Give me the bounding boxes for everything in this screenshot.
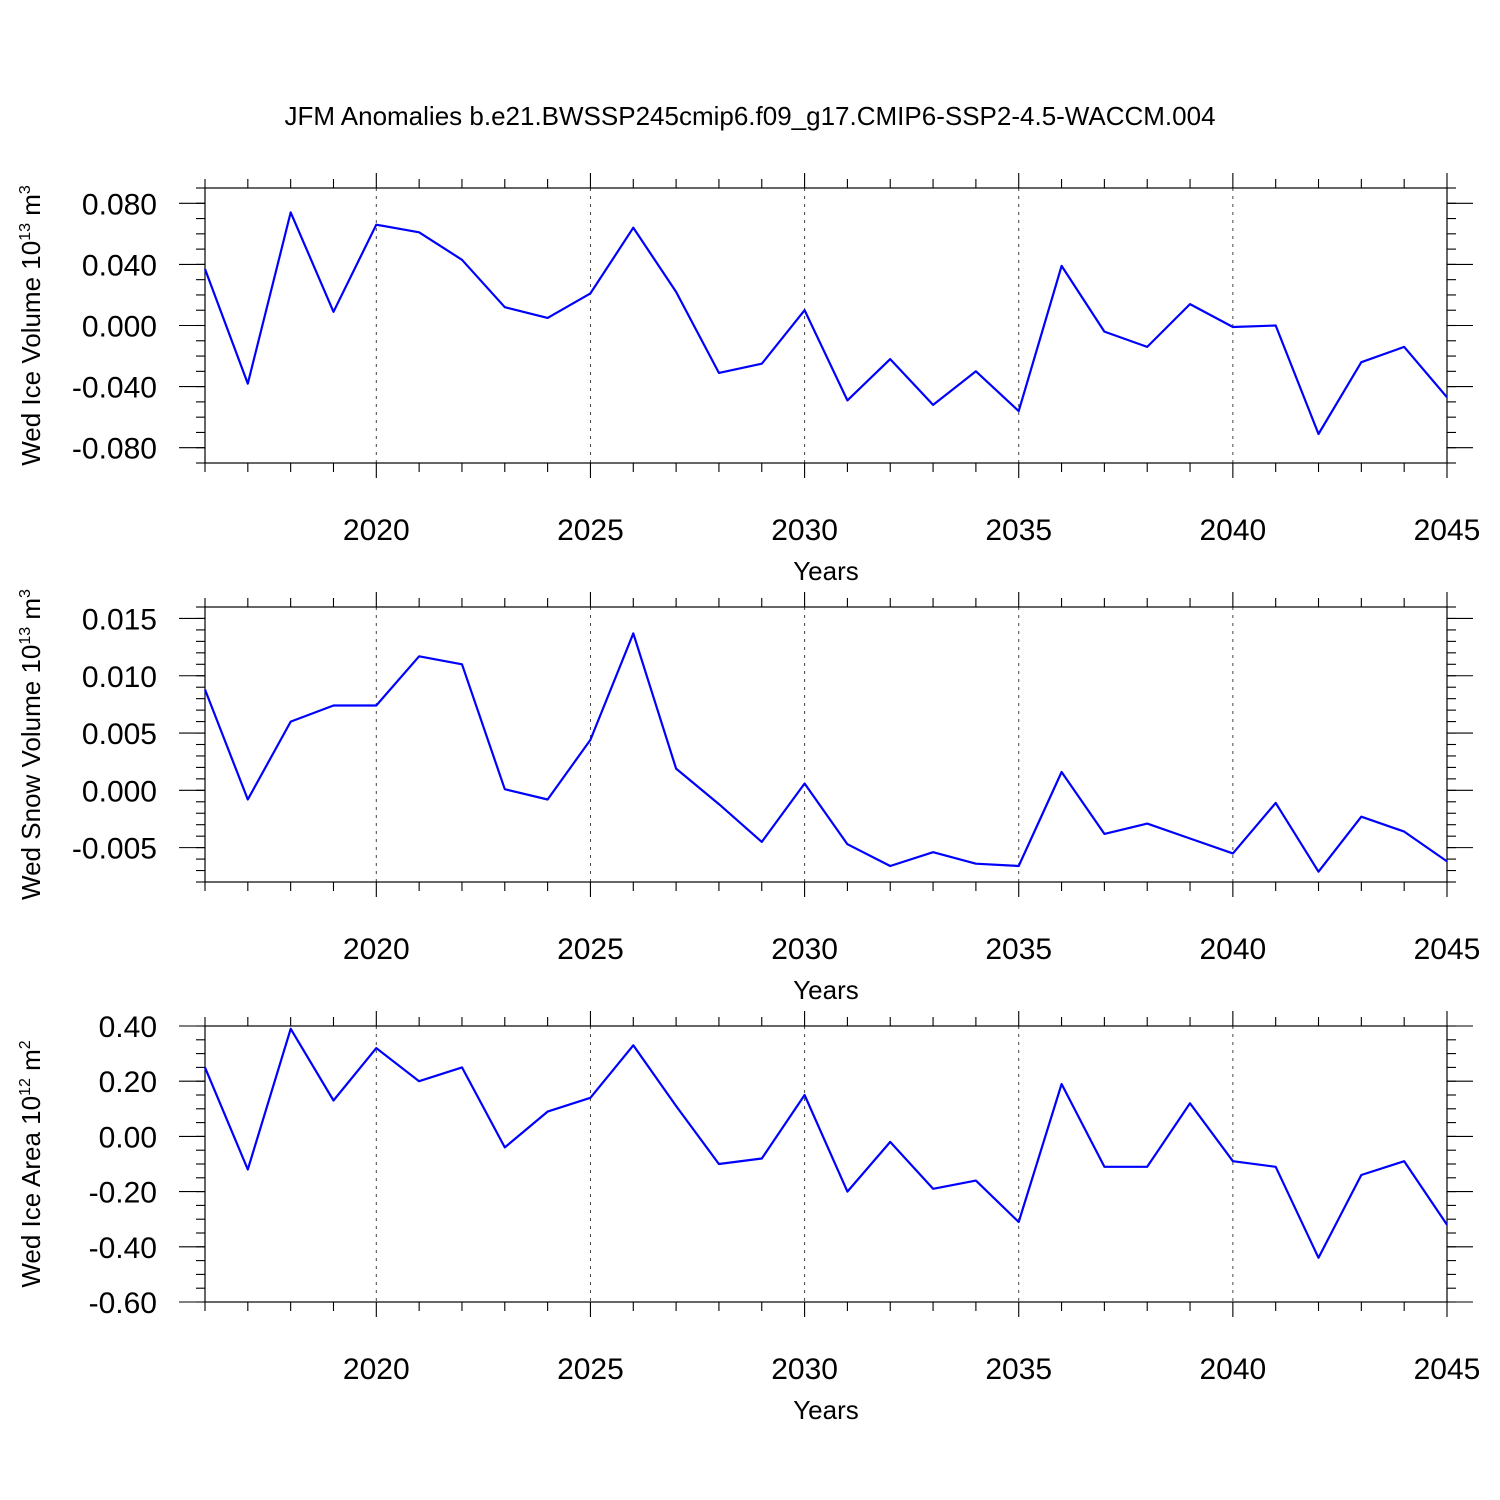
y-tick-label: 0.20	[99, 1066, 157, 1099]
y-axis-title-exponent: 13	[17, 223, 34, 241]
x-axis-title: Years	[793, 975, 859, 1005]
x-tick-label: 2045	[1414, 1353, 1481, 1386]
x-tick-label: 2035	[985, 933, 1052, 966]
x-tick-label: 2040	[1199, 1353, 1266, 1386]
y-axis-title-exponent: 12	[17, 1078, 34, 1096]
y-axis-title: Wed Snow Volume 1013 m3	[16, 589, 46, 900]
y-tick-label: 0.040	[82, 249, 157, 282]
y-tick-label: 0.010	[82, 661, 157, 694]
y-axis-title-text: Wed Ice Area 10	[16, 1096, 46, 1288]
x-tick-label: 2040	[1199, 933, 1266, 966]
panel-3: 0.40 0.20 0.00 -0.20 -0.40 -0.60 2020 2025 2030 2…	[16, 1011, 1480, 1425]
y-axis-title: Wed Ice Area 1012 m2	[16, 1040, 46, 1287]
x-tick-label: 2020	[343, 933, 410, 966]
y-axis-title-unit-exponent: 3	[17, 185, 34, 194]
plot-frame	[204, 606, 1448, 883]
y-tick-label: -0.080	[72, 433, 157, 466]
y-axis-title-text: Wed Ice Volume 10	[16, 241, 46, 466]
panel-2: 0.015 0.010 0.005 0.000 -0.005 2020 2025 2030 20…	[16, 589, 1480, 1005]
y-tick-label: 0.40	[99, 1011, 157, 1044]
y-tick-label: 0.080	[82, 188, 157, 221]
y-tick-label: -0.040	[72, 372, 157, 405]
x-tick-label: 2030	[771, 933, 838, 966]
y-axis-title-exponent: 13	[17, 627, 34, 645]
x-tick-label: 2020	[343, 1353, 410, 1386]
x-tick-label: 2045	[1414, 933, 1481, 966]
x-tick-label: 2030	[771, 1353, 838, 1386]
x-tick-label: 2035	[985, 514, 1052, 547]
panel-1: 0.080 0.040 0.000 -0.040 -0.080 2020 2025 2030 2…	[16, 173, 1480, 586]
y-axis-title-unit-exponent: 2	[17, 1040, 34, 1049]
x-tick-label: 2030	[771, 514, 838, 547]
y-axis-title-unit: m	[16, 1049, 46, 1078]
y-tick-label: -0.20	[89, 1177, 157, 1210]
x-tick-label: 2025	[557, 1353, 624, 1386]
panels: 0.080 0.040 0.000 -0.040 -0.080 2020 2025 2030 2…	[16, 173, 1480, 1425]
y-tick-label: 0.015	[82, 603, 157, 636]
x-axis-title: Years	[793, 1395, 859, 1425]
y-tick-label: -0.40	[89, 1232, 157, 1265]
y-tick-label: 0.005	[82, 718, 157, 751]
x-tick-label: 2035	[985, 1353, 1052, 1386]
y-axis-title-text: Wed Snow Volume 10	[16, 645, 46, 900]
y-axis-title-unit: m	[16, 598, 46, 627]
y-tick-label: -0.005	[72, 833, 157, 866]
x-tick-label: 2020	[343, 514, 410, 547]
y-tick-label: 0.000	[82, 775, 157, 808]
x-tick-label: 2040	[1199, 514, 1266, 547]
y-tick-label: 0.00	[99, 1121, 157, 1154]
y-axis-title-unit: m	[16, 194, 46, 223]
x-axis-title: Years	[793, 556, 859, 586]
series-line	[203, 211, 1448, 436]
x-tick-label: 2045	[1414, 514, 1481, 547]
y-axis-title: Wed Ice Volume 1013 m3	[16, 185, 46, 466]
y-tick-label: 0.000	[82, 311, 157, 344]
y-axis-title-unit-exponent: 3	[17, 589, 34, 598]
y-tick-label: -0.60	[89, 1287, 157, 1320]
series-line	[203, 1027, 1448, 1259]
series-line	[203, 632, 1448, 873]
chart-title: JFM Anomalies b.e21.BWSSP245cmip6.f09_g1…	[284, 101, 1215, 131]
x-tick-label: 2025	[557, 933, 624, 966]
x-tick-label: 2025	[557, 514, 624, 547]
